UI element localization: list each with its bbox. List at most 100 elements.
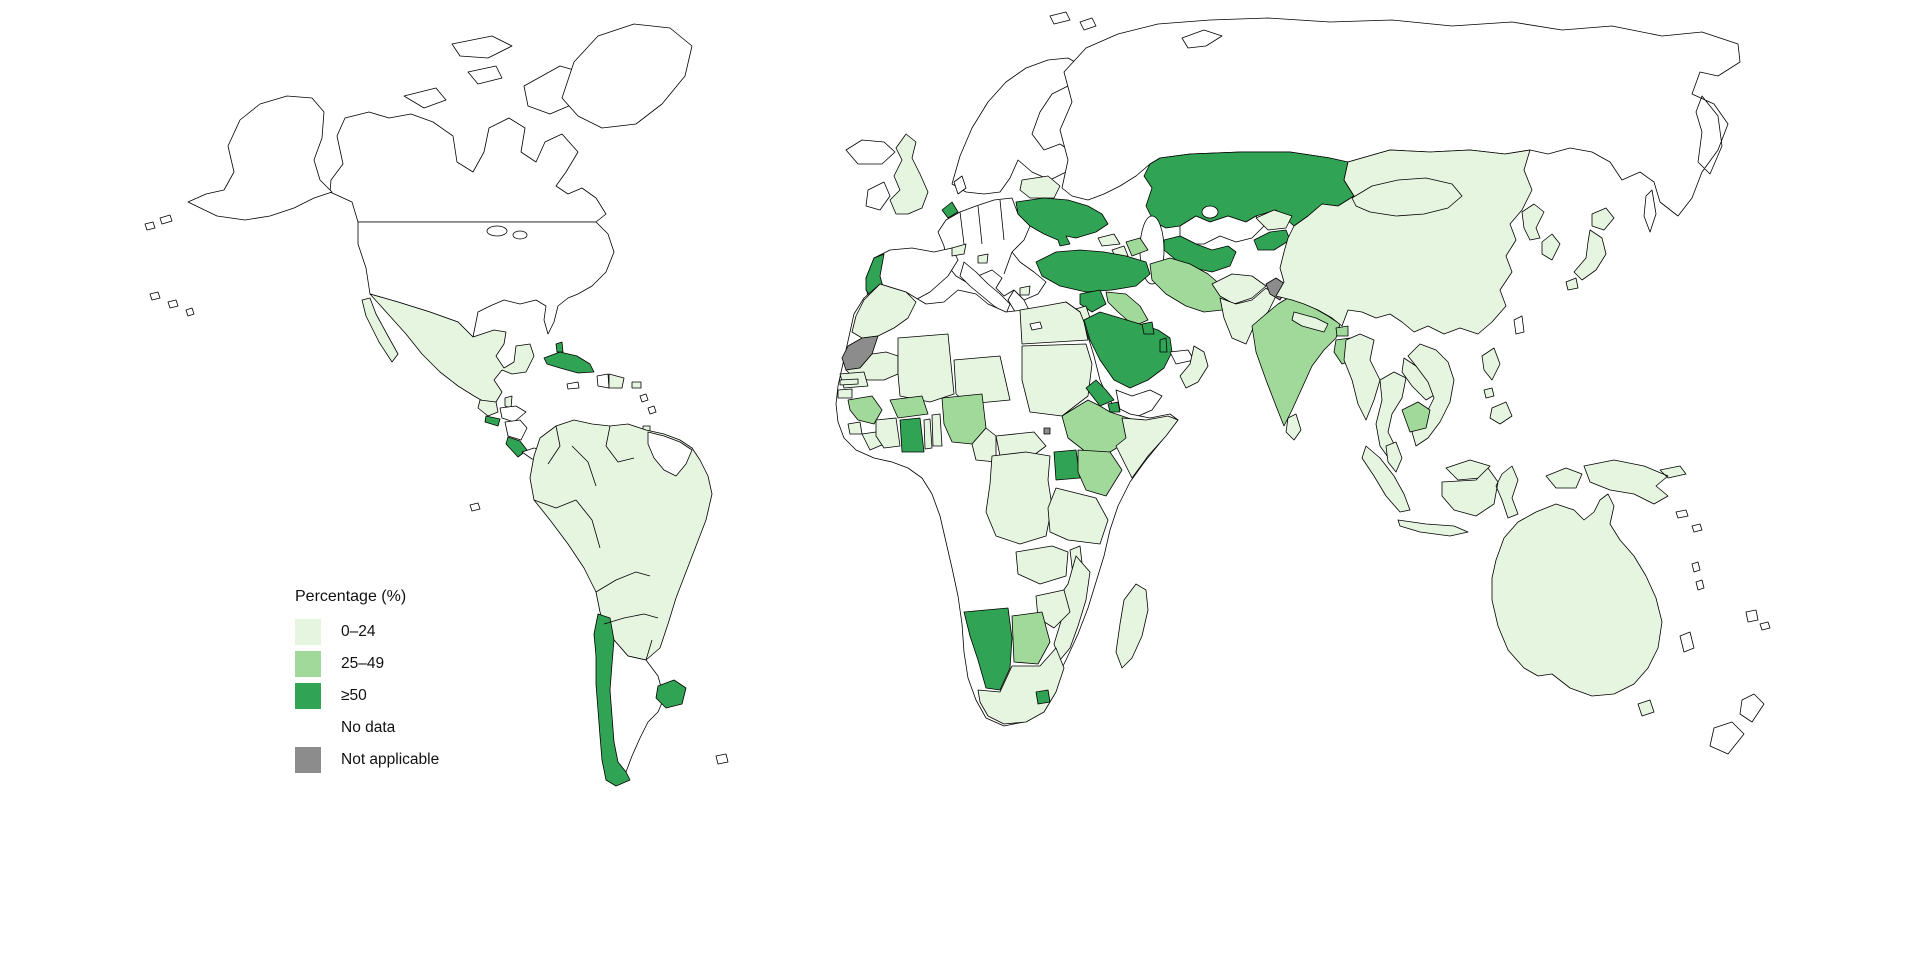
region-papua-new-guinea [1583, 459, 1687, 505]
region-abyei [1043, 427, 1051, 435]
region-arctic-islands [403, 35, 589, 115]
region-nicaragua [504, 419, 528, 441]
legend-item-50-plus: ≥50 [295, 682, 515, 709]
legend-swatch-50-plus [295, 682, 321, 709]
region-mexico [361, 293, 535, 405]
legend-label-0-24: 0–24 [341, 622, 376, 640]
region-pacific-islands [1675, 509, 1771, 653]
legend-label-not-applicable: Not applicable [341, 750, 440, 768]
region-jamaica [566, 381, 580, 390]
region-cambodia [1401, 401, 1431, 433]
region-djibouti [1107, 401, 1121, 413]
region-mongolia [1351, 177, 1463, 217]
region-uruguay [655, 679, 687, 709]
region-falkland-islands [715, 753, 729, 765]
region-cote-divoire [875, 417, 901, 449]
region-malaysia [1385, 441, 1491, 481]
region-benin [931, 413, 943, 447]
region-canada [329, 111, 607, 223]
region-indonesia [1361, 445, 1583, 537]
region-kuwait [1141, 321, 1155, 335]
region-honduras [499, 405, 527, 423]
region-afghanistan [1211, 273, 1267, 305]
region-turkey [1035, 249, 1151, 293]
region-new-zealand [1709, 693, 1765, 755]
region-tanzania [1047, 487, 1109, 545]
region-bhutan [1335, 325, 1349, 337]
legend-swatch-no-data [295, 714, 321, 741]
region-nepal [1291, 311, 1329, 333]
region-misc-islands [144, 11, 1097, 512]
region-guinea [847, 395, 883, 425]
region-dr-congo [985, 451, 1053, 545]
region-myanmar [1343, 333, 1381, 421]
region-slovenia [977, 253, 989, 264]
region-netherlands [941, 201, 959, 219]
legend-swatch-0-24 [295, 618, 321, 645]
region-bahamas [555, 341, 564, 353]
region-japan [1565, 207, 1615, 291]
region-australia [1491, 493, 1663, 717]
region-georgia [1097, 233, 1121, 247]
great-lakes [486, 225, 508, 237]
region-switzerland [951, 243, 967, 257]
legend-item-0-24: 0–24 [295, 618, 515, 645]
region-south-africa [977, 647, 1065, 725]
region-namibia [963, 607, 1013, 691]
region-gambia [839, 378, 859, 386]
region-costa-rica [505, 436, 528, 458]
region-zambia [1015, 545, 1069, 585]
legend-item-no-data: No data [295, 714, 515, 741]
region-haiti [596, 373, 610, 389]
region-vietnam [1407, 343, 1455, 447]
region-south-korea [1541, 233, 1561, 261]
region-uzbekistan [1179, 215, 1265, 245]
region-guianas [647, 431, 693, 477]
legend-label-50-plus: ≥50 [341, 686, 367, 704]
region-denmark [953, 175, 967, 195]
region-oman [1179, 345, 1209, 389]
region-guatemala [477, 399, 499, 417]
region-scandinavia [951, 57, 1083, 195]
region-niger [953, 355, 1011, 405]
region-russia [1059, 17, 1741, 233]
legend-swatch-not-applicable [295, 746, 321, 773]
region-north-macedonia [1019, 285, 1031, 296]
region-philippines [1481, 347, 1513, 425]
region-south-america-main [529, 419, 713, 661]
map-legend: Percentage (%) 0–24 25–49 ≥50 No data No… [295, 588, 515, 778]
region-greenland [561, 23, 693, 129]
region-dominican-republic [608, 373, 625, 389]
legend-item-not-applicable: Not applicable [295, 746, 515, 773]
region-thailand [1375, 371, 1407, 461]
region-somalia [1115, 415, 1179, 479]
region-ukraine [1015, 197, 1109, 247]
region-mali [897, 333, 955, 403]
region-tajikistan [1253, 229, 1291, 251]
region-togo [923, 418, 933, 450]
region-eritrea [1085, 379, 1115, 407]
region-sudan [1021, 343, 1093, 417]
legend-label-25-49: 25–49 [341, 654, 385, 672]
region-turkmenistan [1163, 235, 1237, 273]
region-lesotho [1035, 689, 1051, 705]
region-united-kingdom [889, 133, 929, 215]
region-puerto-rico [631, 381, 642, 389]
europe-borders [959, 199, 1013, 275]
region-alaska [187, 95, 333, 221]
great-lakes-2 [512, 230, 528, 240]
region-belarus [1019, 175, 1061, 199]
region-sierra-leone [847, 421, 863, 435]
region-ireland [865, 181, 891, 211]
region-qatar [1159, 337, 1168, 353]
region-taiwan [1513, 315, 1525, 335]
region-sri-lanka [1285, 413, 1302, 441]
region-iraq [1105, 291, 1149, 327]
region-kyrgyzstan [1255, 209, 1293, 231]
aral-sea [1201, 205, 1219, 219]
legend-title: Percentage (%) [295, 588, 407, 605]
region-egypt [1019, 301, 1089, 345]
region-el-salvador [484, 415, 501, 427]
